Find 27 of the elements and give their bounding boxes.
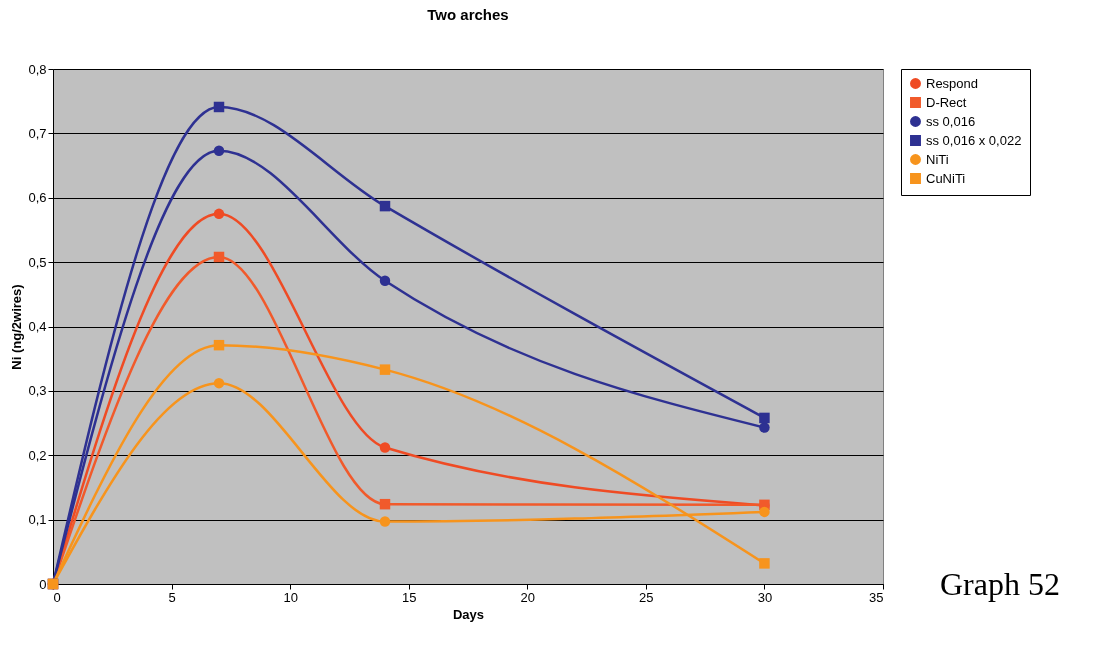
x-tick-label: 20 [520,589,536,605]
x-tick-label: 35 [869,589,884,605]
y-tick-label: 0,3 [28,383,47,399]
legend-label: ss 0,016 x 0,022 [926,132,1022,148]
caption: Graph 52 [940,566,1060,603]
y-tick-label: 0,4 [28,319,47,334]
y-tick-label: 0,6 [28,190,47,206]
y-tick-label: 0 [39,576,47,592]
legend-label: D-Rect [926,94,967,110]
x-tick-label: 30 [757,589,773,605]
legend-label: CuNiTi [926,170,966,186]
chart-title: Two arches [427,6,509,23]
x-tick-label: 15 [401,589,417,605]
x-tick-label: 25 [639,589,654,605]
y-tick-label: 0,2 [28,447,47,463]
y-tick-label: 0,5 [28,254,47,270]
y-tick-label: 0,8 [28,61,47,77]
legend-label: Respond [926,75,979,91]
x-tick-label: 0 [53,589,61,605]
legend-label: NiTi [926,151,949,167]
x-tick-label: 10 [283,589,298,605]
x-axis-title: Days [452,606,485,622]
y-tick-label: 0,7 [28,125,47,141]
x-tick-label: 5 [168,589,176,605]
y-tick-label: 0,1 [28,512,47,528]
y-axis-title: Ni (ng/2wires) [9,284,25,370]
legend-label: ss 0,016 [926,113,976,129]
